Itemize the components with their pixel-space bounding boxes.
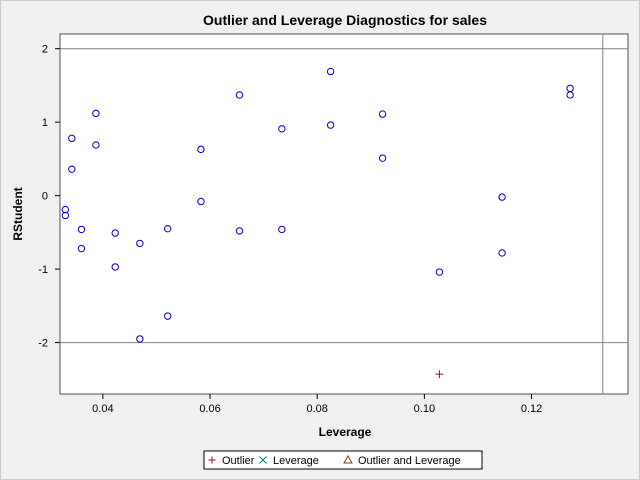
legend: Outlier Leverage Outlier and Leverage xyxy=(208,454,461,467)
data-point xyxy=(278,225,286,234)
data-point xyxy=(566,91,574,99)
data-point xyxy=(278,125,286,133)
y-tick-label: 1 xyxy=(42,117,48,129)
legend-item: Outlier and Leverage xyxy=(343,454,461,467)
legend-item: Leverage xyxy=(259,455,319,467)
data-points xyxy=(61,67,574,379)
data-point xyxy=(197,145,205,154)
data-point xyxy=(111,229,119,237)
data-point xyxy=(197,197,205,206)
x-tick-label: 0.04 xyxy=(92,403,113,415)
x-tick-label: 0.12 xyxy=(521,403,542,415)
data-point xyxy=(498,249,506,257)
x-axis-ticks: 0.04 0.06 0.08 0.10 0.12 xyxy=(92,394,542,415)
data-point xyxy=(378,110,387,118)
data-point xyxy=(164,312,172,320)
reference-lines xyxy=(60,34,628,394)
data-point xyxy=(326,67,335,76)
data-point xyxy=(235,91,244,99)
data-point xyxy=(498,193,506,201)
y-tick-label: -2 xyxy=(38,338,48,350)
legend-label: Outlier and Leverage xyxy=(358,455,461,467)
plot-area xyxy=(59,33,629,395)
legend-label: Outlier xyxy=(222,455,255,467)
legend-label: Leverage xyxy=(273,455,319,467)
y-axis-label: RStudent xyxy=(11,187,25,240)
data-point xyxy=(435,268,444,276)
data-point xyxy=(136,335,144,343)
data-point xyxy=(77,244,86,253)
data-point xyxy=(235,227,244,235)
data-point xyxy=(326,121,335,129)
data-point xyxy=(61,211,70,220)
x-tick-label: 0.06 xyxy=(199,403,220,415)
y-tick-label: -1 xyxy=(38,264,48,276)
data-point xyxy=(68,134,76,143)
x-tick-label: 0.08 xyxy=(306,403,327,415)
data-point xyxy=(77,225,86,234)
legend-box xyxy=(203,450,483,470)
data-point xyxy=(164,224,172,233)
data-point xyxy=(92,141,100,149)
y-tick-label: 0 xyxy=(42,191,48,203)
x-axis-label: Leverage xyxy=(319,425,372,439)
legend-item: Outlier xyxy=(208,455,255,467)
data-point xyxy=(61,205,70,214)
y-tick-label: 2 xyxy=(42,44,48,56)
data-point xyxy=(92,109,100,118)
outlier-point xyxy=(435,370,444,379)
data-point xyxy=(136,239,144,248)
x-tick-label: 0.10 xyxy=(414,403,435,415)
chart-title: Outlier and Leverage Diagnostics for sal… xyxy=(203,12,487,28)
data-point xyxy=(378,154,387,162)
y-axis-ticks: -2 -1 0 1 2 xyxy=(38,44,60,350)
data-point xyxy=(68,165,76,173)
data-point xyxy=(111,263,119,271)
